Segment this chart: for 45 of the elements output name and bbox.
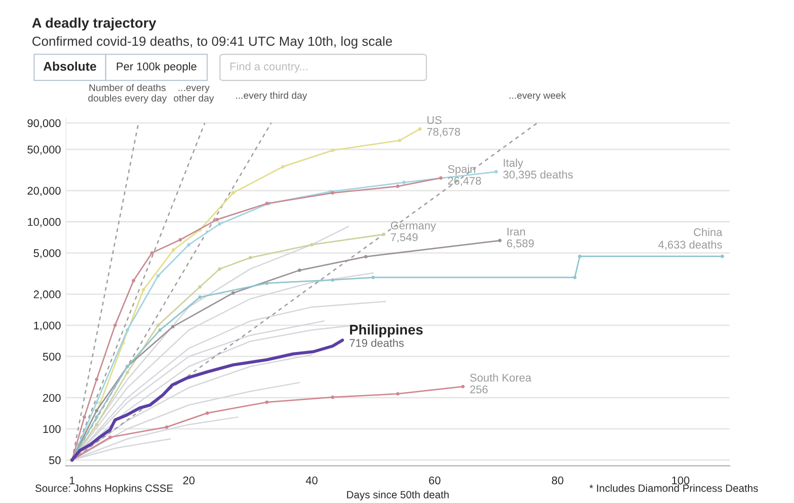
y-tick-label: 50 [49,456,61,464]
text: ...every week [510,92,566,101]
text: ...every other day [174,86,214,104]
x-tick-label: 40 [306,476,318,484]
data-label: 7,549 [390,233,418,242]
y-tick-label: 200 [43,394,61,402]
series-label: South Korea [470,373,532,382]
data-label: 26,478 [448,176,481,186]
text: Absolute [43,62,96,71]
text: ...every third day [236,92,308,101]
data-label: 4,633 deaths [658,240,722,250]
y-tick-label: 500 [42,352,61,361]
data-label: 78,678 [427,128,460,138]
text: Find a country... [230,62,308,73]
text: Per 100k people [116,62,196,73]
series-label: Germany [390,222,436,232]
chart-subtitle: Confirmed covid-19 deaths, to 09:41 UTC May 10th, log scale [32,36,392,49]
series-label: China [694,228,722,236]
series-label: Iran [508,228,525,236]
y-tick-label: 1,000 [34,322,61,331]
data-label: 6,589 [507,239,534,249]
chart-title: A deadly trajectory [32,18,156,31]
series-label: US [427,116,442,124]
x-tick-label: 1 [70,476,75,484]
y-tick-label: 100 [43,425,61,433]
series-label: Spain [448,164,476,176]
x-axis-title: Days since 50th death [347,490,449,500]
data-label: 719 deaths [350,338,404,347]
y-tick-label: 5,000 [34,249,61,258]
y-tick-label: 2,000 [34,290,61,300]
y-tick-label: 50,000 [28,146,61,155]
y-tick-label: 10,000 [28,218,61,228]
text: Number of deaths doubles every day [88,84,167,104]
source-note: Source: Johns Hopkins CSSE [35,484,173,494]
data-label: 30,395 deaths [503,170,573,180]
data-label: 256 [470,385,488,394]
series-label: Philippines [350,324,423,338]
series-label: Italy [504,158,524,169]
x-tick-label: 100 [672,476,690,484]
text: * Includes Diamond Princess Deaths [589,484,758,492]
x-tick-label: 20 [183,476,195,484]
y-tick-label: 90,000 [28,119,61,128]
x-tick-label: 80 [552,476,564,484]
y-tick-label: 20,000 [28,186,61,196]
x-tick-label: 60 [429,476,440,484]
